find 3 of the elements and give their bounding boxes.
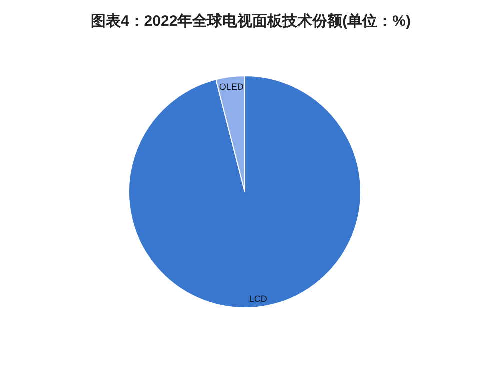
slice-label: OLED xyxy=(219,82,244,92)
slice-label: LCD xyxy=(249,294,268,304)
chart-title: 图表4：2022年全球电视面板技术份额(单位：%) xyxy=(90,12,412,30)
